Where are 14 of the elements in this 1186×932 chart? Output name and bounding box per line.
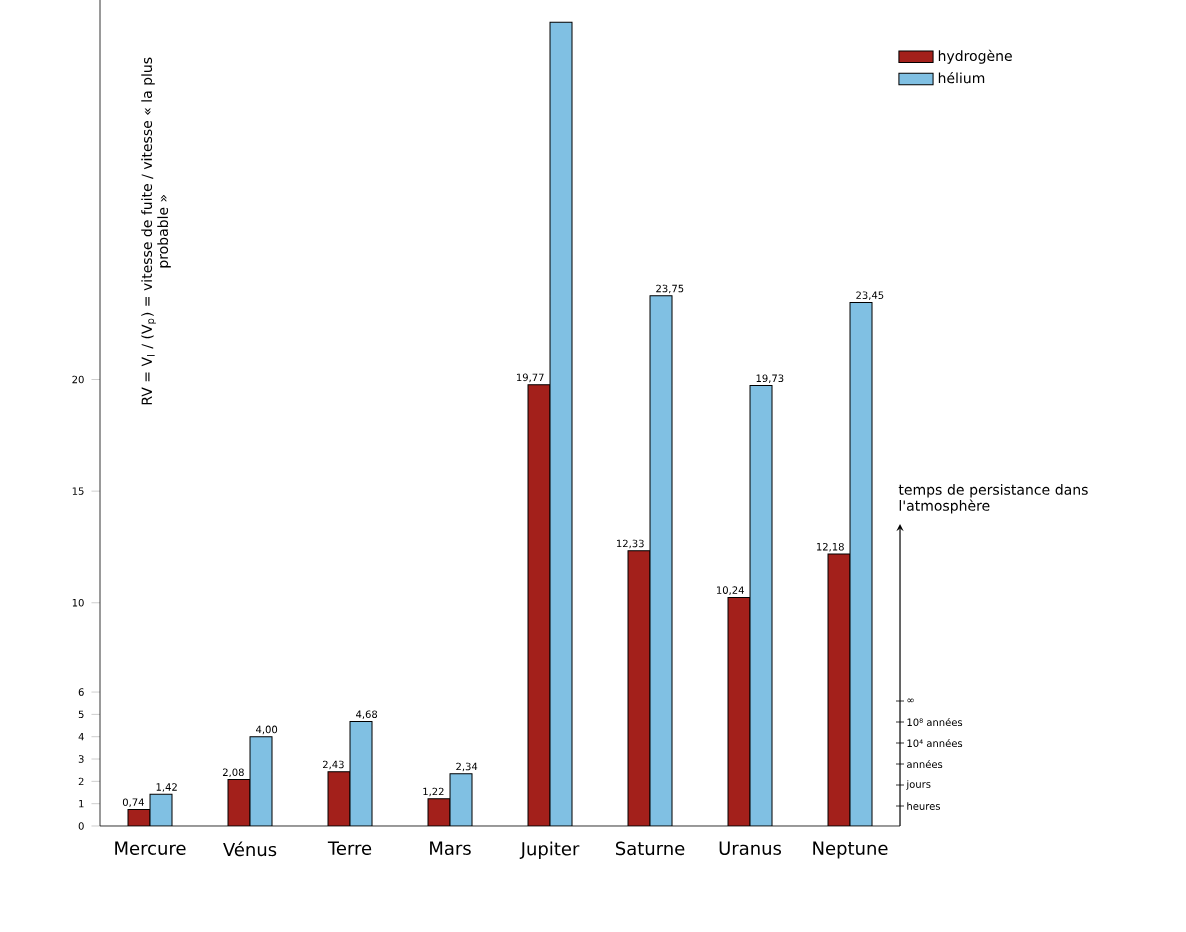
- bar: [550, 22, 573, 826]
- x-tick-label: Mars: [430, 841, 471, 855]
- bar: [350, 721, 373, 826]
- bar: [250, 736, 273, 826]
- x-tick-label: Mercure: [115, 841, 186, 855]
- x-tick-label: Vénus: [223, 841, 277, 857]
- x-tick-label: Uranus: [719, 841, 782, 855]
- x-tick-label: Jupiter: [519, 841, 580, 860]
- x-tick-label: Saturne: [615, 841, 685, 856]
- x-tick-label: Terre: [327, 841, 372, 855]
- bar: [650, 295, 673, 826]
- bar: [849, 301, 873, 826]
- bar: [750, 385, 773, 826]
- x-tick-label: Neptune: [813, 841, 888, 859]
